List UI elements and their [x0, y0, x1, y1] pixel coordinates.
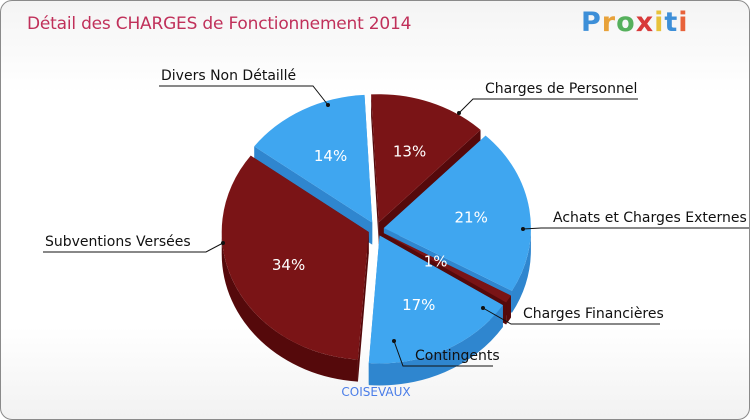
leader-dot — [392, 339, 396, 343]
slice-side — [221, 231, 358, 382]
slice-percent-label: 13% — [393, 142, 426, 160]
slice-percent-label: 1% — [424, 253, 448, 271]
slice-percent-label: 14% — [314, 147, 347, 165]
leader-line — [43, 242, 224, 253]
pie-slice — [221, 155, 369, 382]
chart-title: Détail des CHARGES de Fonctionnement 201… — [27, 14, 412, 34]
logo-letter: t — [664, 7, 679, 38]
leader-line — [393, 340, 493, 367]
slice-top — [382, 232, 511, 303]
leader-line — [482, 307, 660, 325]
logo-letter: r — [601, 7, 617, 38]
slice-category-label: Contingents — [415, 348, 500, 364]
logo-letter: i — [678, 7, 689, 38]
slice-percent-label: 34% — [272, 256, 305, 274]
slice-top — [254, 94, 373, 223]
logo-letter: P — [581, 7, 602, 38]
slice-percent-label: 17% — [402, 296, 435, 314]
slice-category-label: Subventions Versées — [45, 234, 191, 250]
leader-dot — [221, 241, 225, 245]
slice-top — [383, 135, 531, 291]
slice-category-label: Achats et Charges Externes — [553, 210, 747, 226]
slice-percent-label: 21% — [454, 209, 487, 227]
leader-dot — [326, 103, 330, 107]
logo-letter: x — [635, 7, 655, 38]
slice-top — [368, 235, 503, 364]
slice-side — [511, 227, 531, 313]
slice-top — [221, 155, 369, 360]
slice-category-label: Charges Financières — [523, 306, 664, 322]
leader-line — [458, 98, 638, 114]
proxiti-logo: Proxiti — [581, 7, 689, 38]
leader-dot — [457, 111, 461, 115]
leader-dot — [521, 227, 525, 231]
leader-dot — [481, 306, 485, 310]
slice-edge — [357, 231, 369, 382]
logo-letter: o — [616, 7, 636, 38]
slice-category-label: Charges de Personnel — [485, 81, 637, 97]
logo-letter: i — [654, 7, 665, 38]
leader-line — [522, 227, 749, 230]
commune-caption: COISEVAUX — [341, 385, 411, 399]
slice-edge — [371, 94, 379, 245]
slice-top — [371, 94, 481, 223]
leader-line — [159, 85, 329, 106]
slice-category-label: Divers Non Détaillé — [161, 68, 296, 84]
